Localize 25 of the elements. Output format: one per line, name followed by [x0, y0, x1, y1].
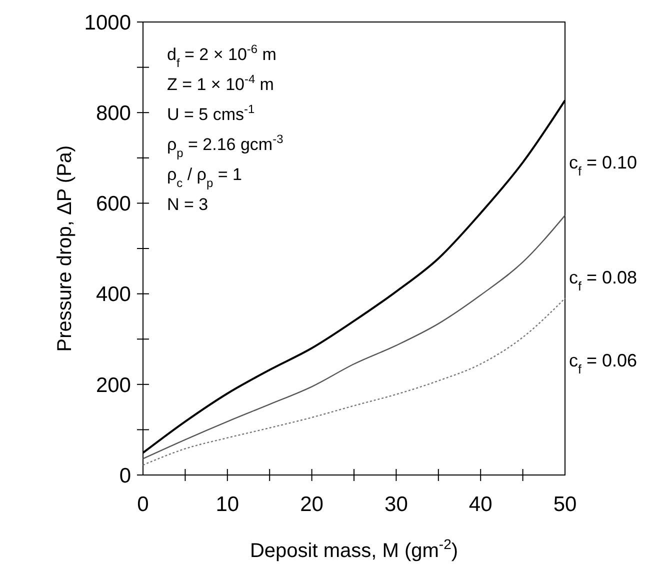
annotation: ρ$_{p}$ = 2.16 gcm$^{-3}$: [167, 132, 284, 160]
y-tick-label: 0: [119, 464, 131, 488]
x-tick-label: 10: [216, 493, 240, 516]
x-tick-label: 30: [384, 493, 408, 516]
x-tick-label: 20: [300, 493, 324, 516]
annotation: Z = 1 × 10$^{-4}$ m: [167, 72, 274, 94]
annotation: d$_{f}$ = 2 × 10$^{-6}$ m: [167, 42, 276, 70]
y-tick-label: 600: [96, 192, 131, 216]
y-tick-label: 1000: [84, 11, 131, 34]
x-tick-label: 50: [553, 493, 577, 516]
line-series: [142, 214, 566, 460]
line-series: [142, 298, 566, 466]
series-label: c$_{f}$ = 0.10: [569, 152, 638, 179]
annotation: U = 5 cms$^{-1}$: [167, 102, 255, 124]
text: c$_{f}$ = 0.06: [569, 350, 638, 377]
x-tick-label: 0: [137, 493, 149, 516]
annotation: ρ$_{c}$ / ρ$_{p}$ = 1: [167, 165, 242, 190]
y-tick-label: 800: [96, 102, 131, 125]
annotation: N = 3: [167, 195, 208, 214]
x-axis-title: Deposit mass, M (gm$^{-2}$): [250, 536, 458, 562]
y-tick-label: 400: [96, 283, 131, 306]
x-tick-label: 40: [468, 493, 492, 516]
text: c$_{f}$ = 0.08: [569, 268, 638, 294]
y-axis-title: Pressure drop, ΔP (Pa): [54, 145, 76, 352]
y-tick-label: 200: [96, 374, 131, 397]
